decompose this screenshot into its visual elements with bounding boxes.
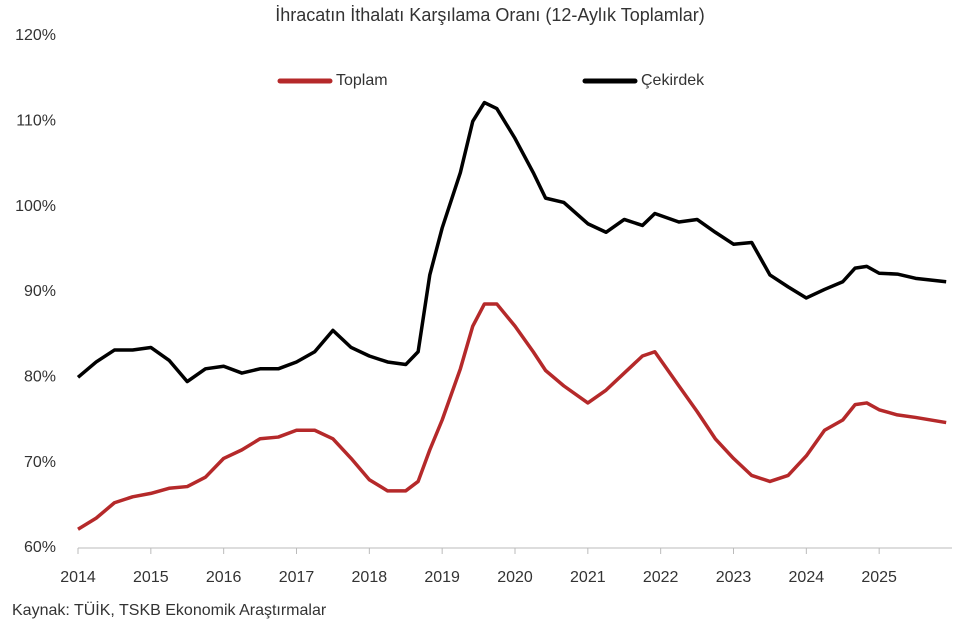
x-tick-label: 2016 xyxy=(206,569,242,586)
series-line xyxy=(76,100,947,384)
x-tick-label: 2025 xyxy=(861,569,897,586)
x-tick-label: 2022 xyxy=(643,569,679,586)
x-tick-label: 2023 xyxy=(716,569,752,586)
x-tick-label: 2017 xyxy=(279,569,315,586)
x-tick-label: 2014 xyxy=(60,569,96,586)
x-tick-label: 2015 xyxy=(133,569,169,586)
legend-label: Toplam xyxy=(336,72,388,89)
chart-title: İhracatın İthalatı Karşılama Oranı (12-A… xyxy=(275,5,705,25)
x-tick-label: 2021 xyxy=(570,569,606,586)
y-tick-label: 60% xyxy=(24,539,56,556)
y-tick-label: 80% xyxy=(24,369,56,386)
y-tick-label: 120% xyxy=(15,27,56,44)
y-tick-label: 100% xyxy=(15,198,56,215)
x-tick-label: 2019 xyxy=(424,569,460,586)
x-tick-label: 2024 xyxy=(789,569,825,586)
series-line xyxy=(77,302,947,531)
x-tick-label: 2018 xyxy=(352,569,388,586)
y-tick-label: 90% xyxy=(24,283,56,300)
y-tick-label: 70% xyxy=(24,454,56,471)
x-tick-label: 2020 xyxy=(497,569,533,586)
source: Kaynak: TÜİK, TSKB Ekonomik Araştırmalar xyxy=(12,600,327,619)
y-tick-label: 110% xyxy=(16,113,56,130)
legend-label: Çekirdek xyxy=(641,72,705,89)
